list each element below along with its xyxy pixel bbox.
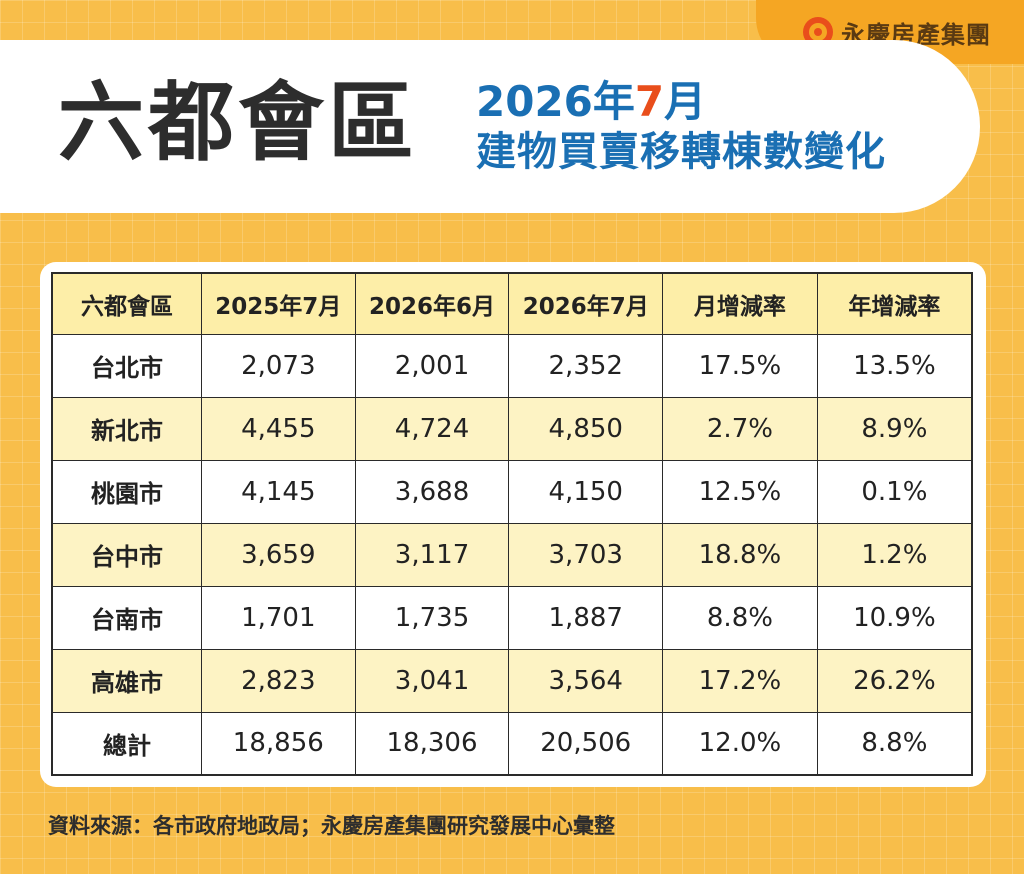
table-row: 高雄市 2,823 3,041 3,564 17.2% 26.2% xyxy=(51,648,973,713)
subtitle-month: 7 xyxy=(634,77,665,126)
cell-mom-change: 12.0% xyxy=(662,711,818,776)
cell-yoy-change: 13.5% xyxy=(816,333,973,398)
cell-2026-jun: 1,735 xyxy=(354,585,510,650)
row-region: 桃園市 xyxy=(51,459,202,524)
col-header-2026-jul: 2026年7月 xyxy=(508,272,664,335)
cell-yoy-change: 8.8% xyxy=(816,711,973,776)
data-table: 六都會區 2025年7月 2026年6月 2026年7月 月增減率 年增減率 台… xyxy=(51,272,973,776)
table-total-row: 總計 18,856 18,306 20,506 12.0% 8.8% xyxy=(51,711,973,776)
cell-yoy-change: 8.9% xyxy=(816,396,973,461)
subtitle-topic: 建物買賣移轉棟數變化 xyxy=(476,129,886,175)
page-title: 六都會區 xyxy=(58,73,418,173)
cell-2026-jul: 20,506 xyxy=(508,711,664,776)
cell-2026-jun: 3,041 xyxy=(354,648,510,713)
cell-yoy-change: 0.1% xyxy=(816,459,973,524)
row-total-label: 總計 xyxy=(51,711,202,776)
cell-2025-jul: 2,073 xyxy=(200,333,356,398)
title-banner: 六都會區 2026年7月 建物買賣移轉棟數變化 xyxy=(0,40,980,213)
table-row: 新北市 4,455 4,724 4,850 2.7% 8.9% xyxy=(51,396,973,461)
cell-2025-jul: 4,145 xyxy=(200,459,356,524)
cell-2025-jul: 4,455 xyxy=(200,396,356,461)
table-row: 台南市 1,701 1,735 1,887 8.8% 10.9% xyxy=(51,585,973,650)
cell-mom-change: 18.8% xyxy=(662,522,818,587)
cell-yoy-change: 10.9% xyxy=(816,585,973,650)
row-region: 台中市 xyxy=(51,522,202,587)
cell-mom-change: 2.7% xyxy=(662,396,818,461)
cell-2026-jul: 3,703 xyxy=(508,522,664,587)
cell-yoy-change: 1.2% xyxy=(816,522,973,587)
col-header-yoy-change: 年增減率 xyxy=(816,272,973,335)
row-region: 高雄市 xyxy=(51,648,202,713)
cell-2026-jun: 18,306 xyxy=(354,711,510,776)
cell-2026-jul: 1,887 xyxy=(508,585,664,650)
data-source-note: 資料來源：各市政府地政局；永慶房產集團研究發展中心彙整 xyxy=(48,814,615,838)
cell-2025-jul: 2,823 xyxy=(200,648,356,713)
col-header-mom-change: 月增減率 xyxy=(662,272,818,335)
cell-2026-jun: 4,724 xyxy=(354,396,510,461)
subtitle-month-suffix: 月 xyxy=(664,77,707,126)
cell-mom-change: 8.8% xyxy=(662,585,818,650)
row-region: 新北市 xyxy=(51,396,202,461)
cell-2026-jul: 2,352 xyxy=(508,333,664,398)
cell-2025-jul: 18,856 xyxy=(200,711,356,776)
cell-2026-jul: 4,850 xyxy=(508,396,664,461)
page-subtitle: 2026年7月 建物買賣移轉棟數變化 xyxy=(476,78,886,178)
col-header-2025-jul: 2025年7月 xyxy=(200,272,356,335)
subtitle-year: 2026年 xyxy=(476,77,635,126)
table-header-row: 六都會區 2025年7月 2026年6月 2026年7月 月增減率 年增減率 xyxy=(51,272,973,335)
cell-2026-jun: 3,688 xyxy=(354,459,510,524)
cell-2026-jul: 4,150 xyxy=(508,459,664,524)
table-row: 桃園市 4,145 3,688 4,150 12.5% 0.1% xyxy=(51,459,973,524)
cell-mom-change: 17.2% xyxy=(662,648,818,713)
cell-2025-jul: 1,701 xyxy=(200,585,356,650)
col-header-region: 六都會區 xyxy=(51,272,202,335)
cell-mom-change: 17.5% xyxy=(662,333,818,398)
table-row: 台北市 2,073 2,001 2,352 17.5% 13.5% xyxy=(51,333,973,398)
cell-yoy-change: 26.2% xyxy=(816,648,973,713)
cell-2026-jun: 3,117 xyxy=(354,522,510,587)
cell-mom-change: 12.5% xyxy=(662,459,818,524)
row-region: 台南市 xyxy=(51,585,202,650)
cell-2026-jun: 2,001 xyxy=(354,333,510,398)
table-card: 六都會區 2025年7月 2026年6月 2026年7月 月增減率 年增減率 台… xyxy=(40,262,986,787)
cell-2025-jul: 3,659 xyxy=(200,522,356,587)
row-region: 台北市 xyxy=(51,333,202,398)
subtitle-date: 2026年7月 xyxy=(476,78,886,126)
cell-2026-jul: 3,564 xyxy=(508,648,664,713)
table-row: 台中市 3,659 3,117 3,703 18.8% 1.2% xyxy=(51,522,973,587)
col-header-2026-jun: 2026年6月 xyxy=(354,272,510,335)
